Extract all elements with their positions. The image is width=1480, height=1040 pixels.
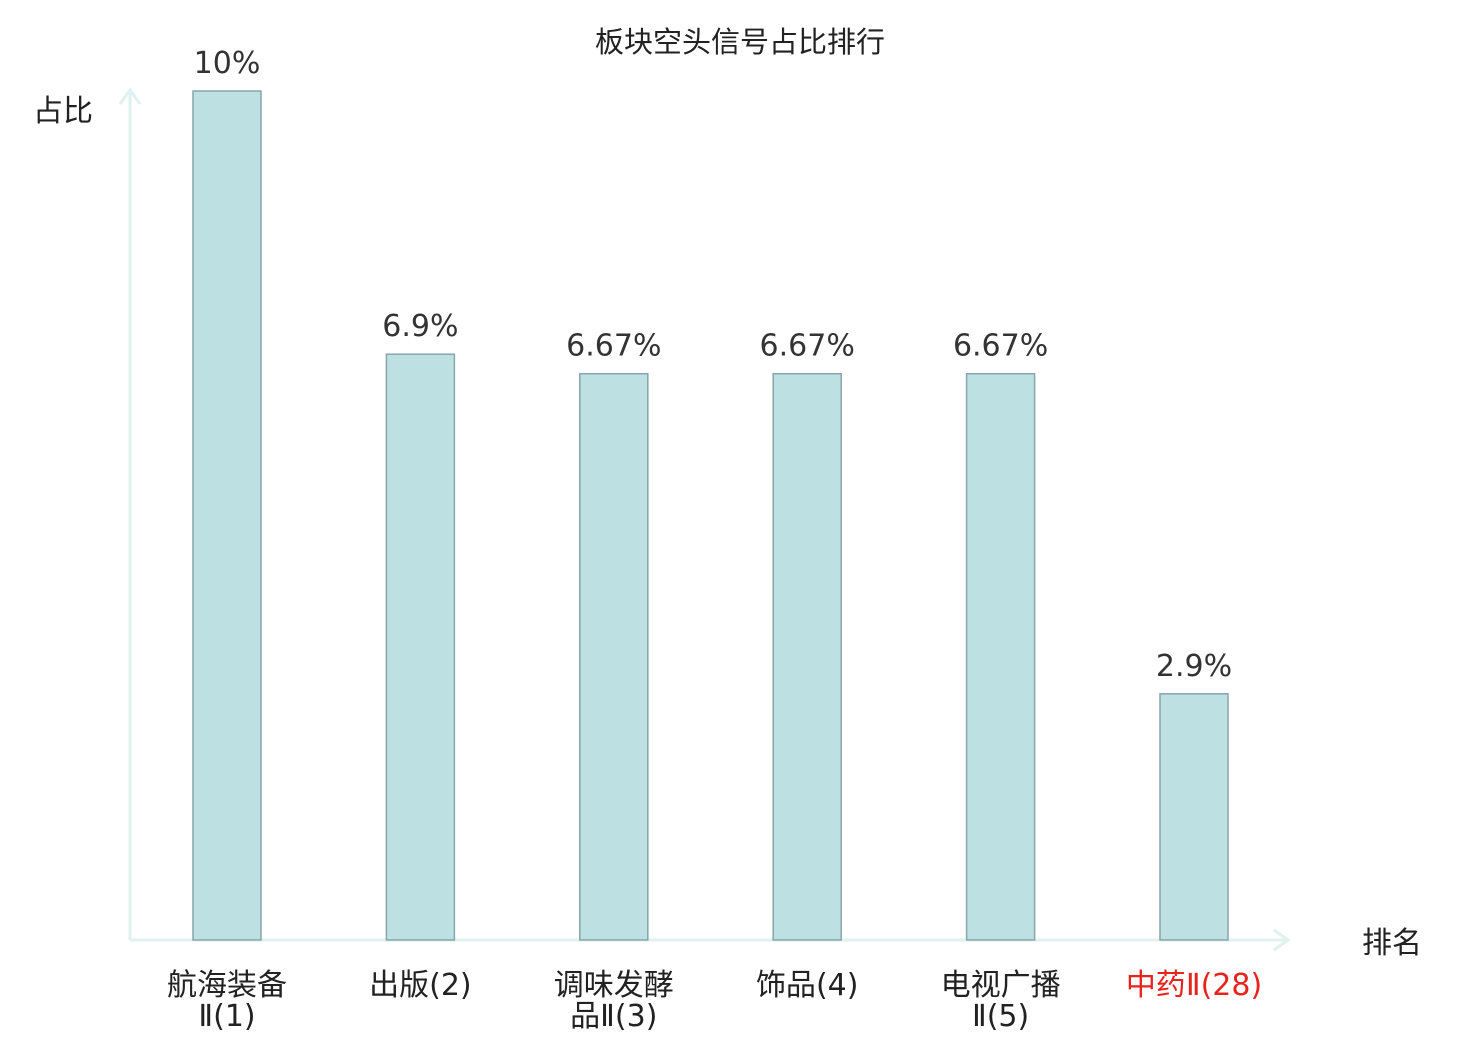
value-label: 6.9% (382, 309, 458, 344)
category-part: Ⅱ (600, 999, 615, 1034)
value-labels-group: 10% 6.9% 6.67% 6.67% 6.67% 2.9% (194, 46, 1232, 684)
bar (772, 372, 842, 941)
category-part: (5) (987, 999, 1030, 1034)
category-part: (1) (213, 999, 256, 1034)
category-label-line2: 品Ⅱ(3) (570, 999, 657, 1034)
category-part: (2) (429, 968, 472, 1003)
bar (965, 372, 1036, 941)
chart-title: 板块空头信号占比排行 (595, 25, 885, 59)
axes (118, 87, 1291, 952)
category-label: 出版(2) (369, 968, 472, 1003)
value-label: 2.9% (1156, 649, 1232, 684)
category-part: (4) (816, 968, 859, 1003)
category-label-line2: Ⅱ(5) (972, 999, 1029, 1034)
category-part: Ⅱ (972, 999, 987, 1034)
category-label: 电视广播 (941, 968, 1061, 1003)
bar (192, 90, 262, 941)
category-part: (28) (1201, 968, 1263, 1003)
value-label: 6.67% (953, 329, 1048, 364)
category-name: 饰品 (756, 968, 816, 1003)
category-part: Ⅱ (1186, 968, 1201, 1003)
value-label: 10% (194, 46, 261, 81)
x-axis-arrow (1273, 928, 1291, 952)
value-label: 6.67% (760, 329, 855, 364)
category-label: 中药Ⅱ(28) (1126, 968, 1262, 1003)
category-label-line2: Ⅱ(1) (198, 999, 255, 1034)
category-label: 饰品(4) (756, 968, 859, 1003)
category-part: (3) (615, 999, 658, 1034)
y-axis-label: 占比 (33, 94, 93, 129)
bar (1159, 693, 1229, 941)
y-axis-arrow (118, 87, 142, 105)
bars-group (192, 90, 1229, 941)
category-name: 出版 (369, 968, 429, 1003)
category-label: 调味发酵 (554, 968, 674, 1003)
category-name-tail: 品 (570, 999, 600, 1034)
value-label: 6.67% (566, 329, 661, 364)
category-part: Ⅱ (198, 999, 213, 1034)
bar (579, 372, 649, 941)
category-label: 航海装备 (167, 968, 287, 1003)
x-axis-label: 排名 (1362, 926, 1422, 961)
category-name: 中药 (1126, 968, 1186, 1003)
bar (385, 353, 456, 941)
